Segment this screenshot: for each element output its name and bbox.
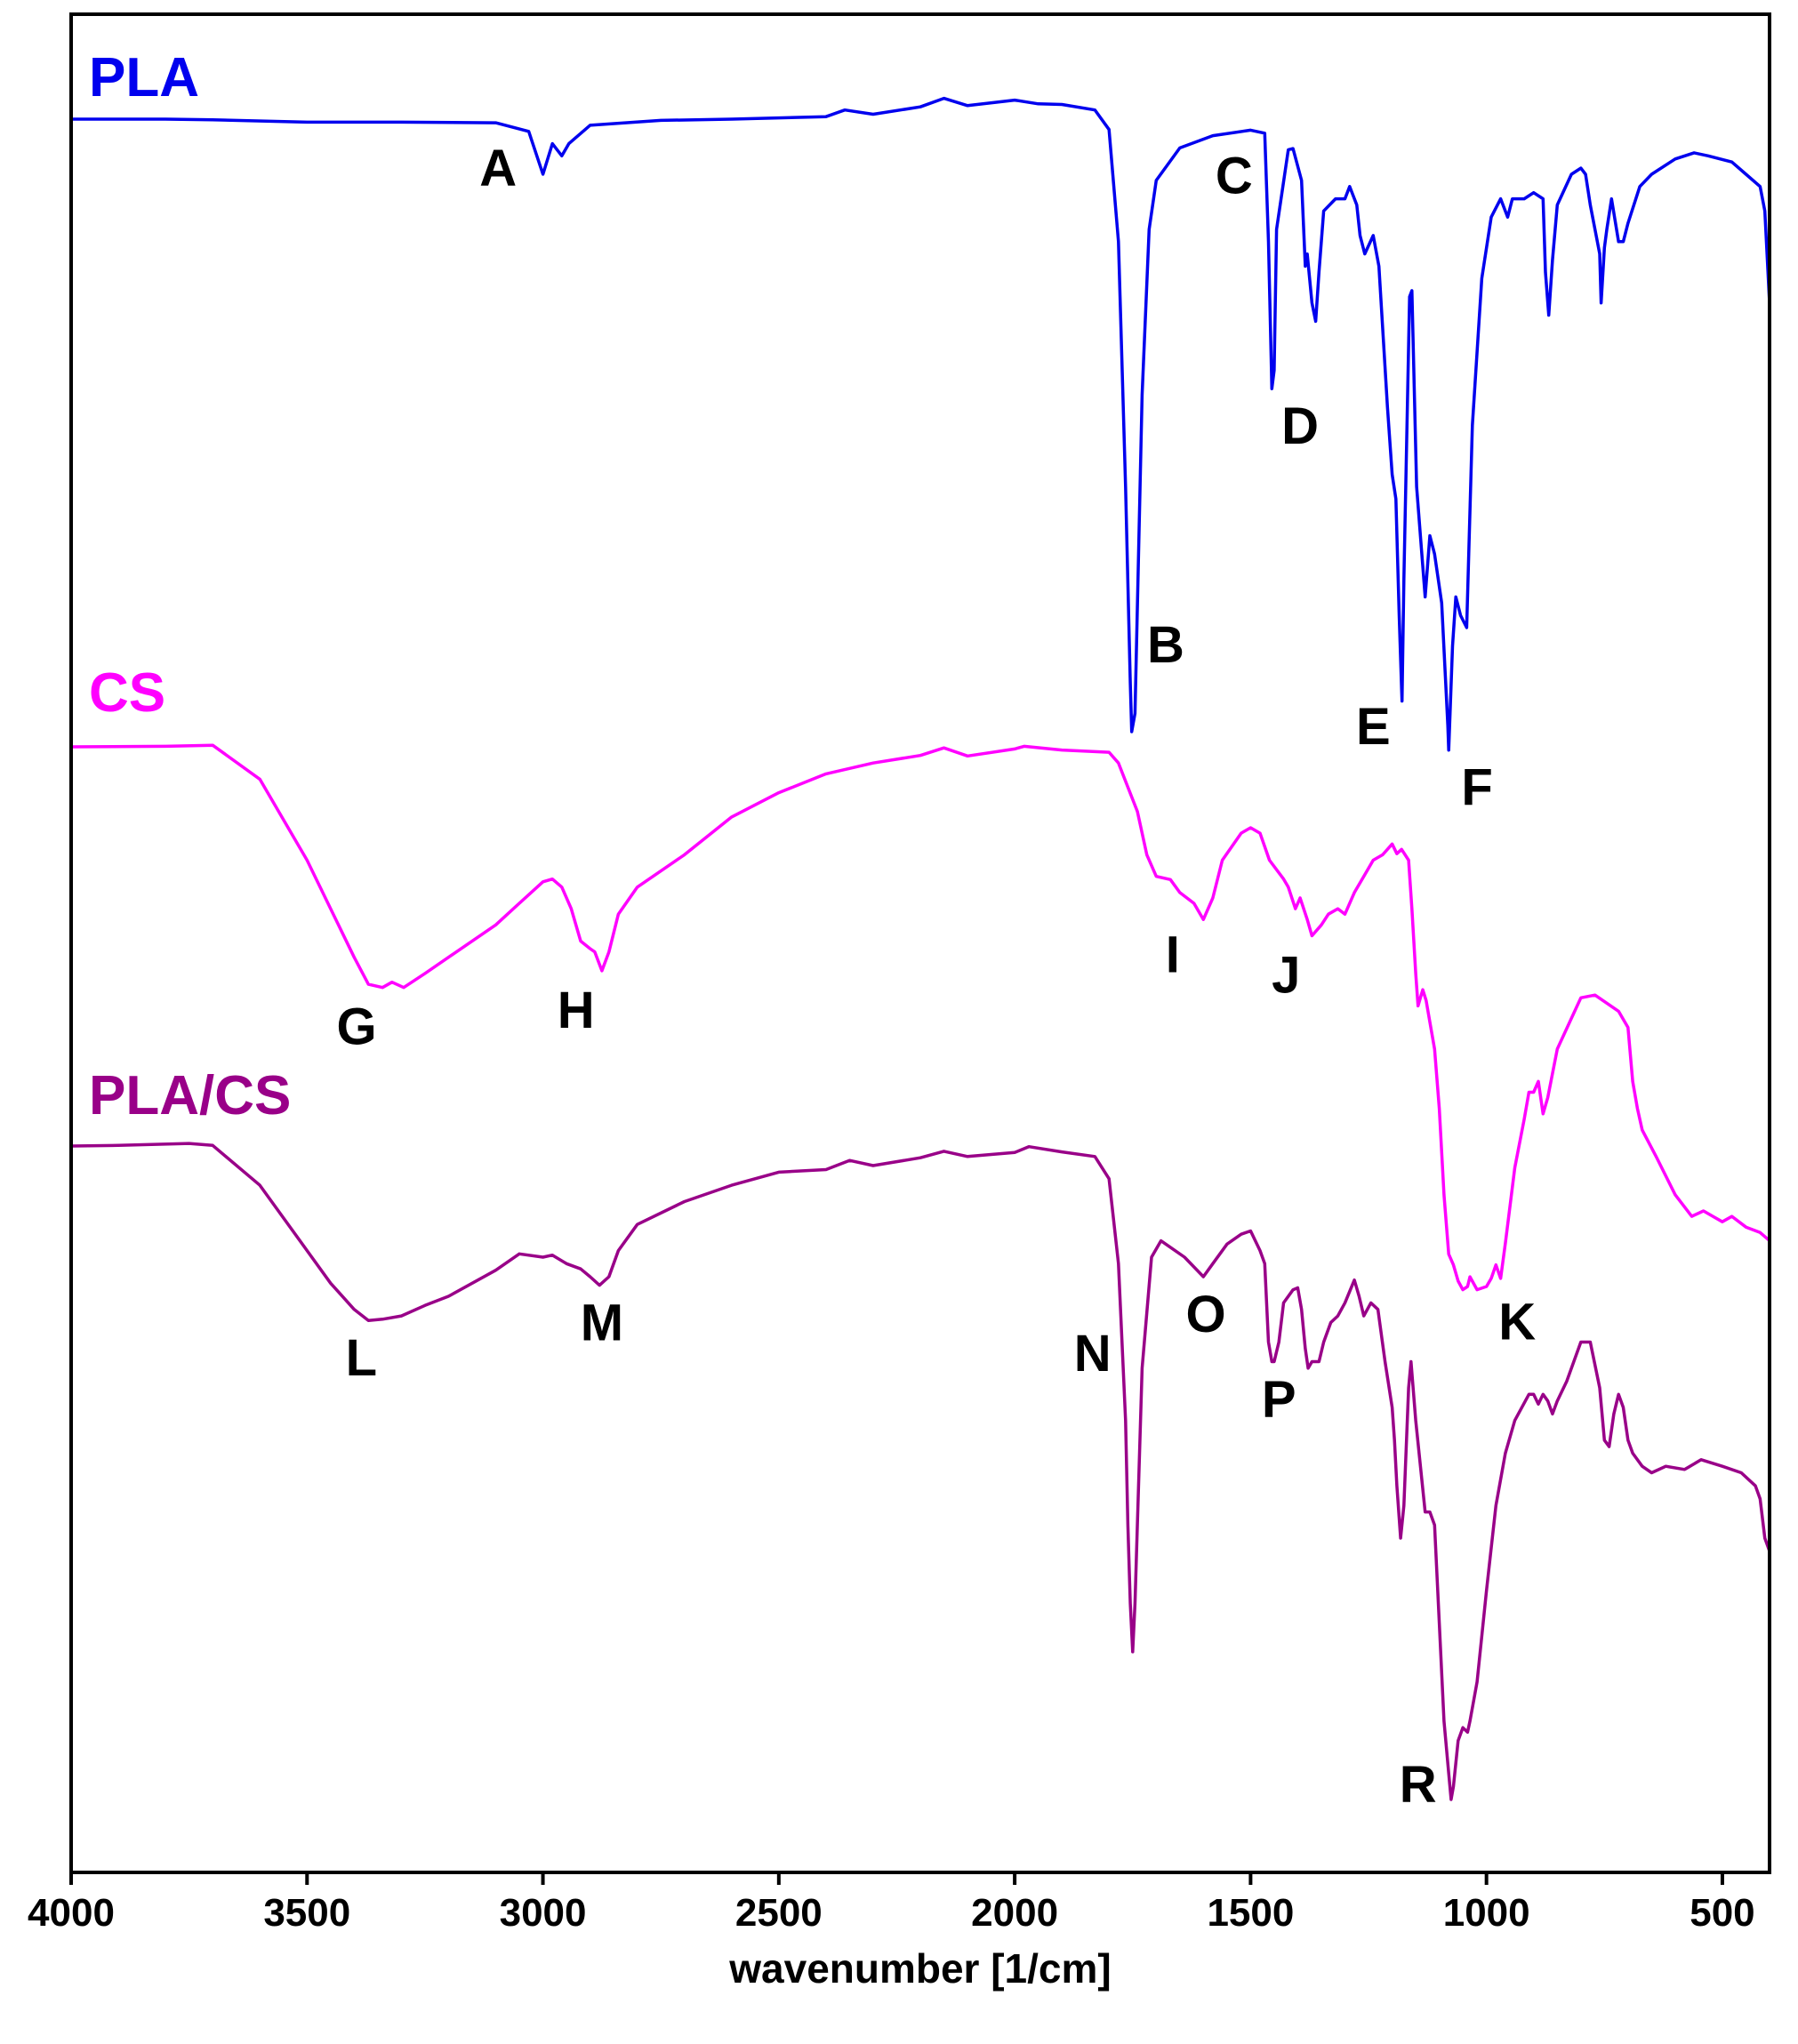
peak-label-b: B (1147, 616, 1184, 674)
x-axis-title: wavenumber [1/cm] (728, 1945, 1111, 1992)
peak-label-r: R (1400, 1756, 1437, 1814)
x-tick-label-500: 500 (1690, 1891, 1754, 1935)
x-tick-label-2500: 2500 (735, 1891, 823, 1935)
peak-label-h: H (558, 982, 595, 1039)
peak-label-f: F (1461, 759, 1492, 817)
x-tick-label-3000: 3000 (500, 1891, 587, 1935)
x-tick-label-1000: 1000 (1443, 1891, 1530, 1935)
peak-label-g: G (336, 998, 376, 1056)
peak-label-l: L (346, 1329, 377, 1387)
series-name-cs: CS (89, 662, 165, 724)
series-line-pla-cs (70, 1142, 1771, 1801)
peak-label-a: A (479, 140, 517, 197)
peak-label-d: D (1281, 397, 1319, 455)
peak-label-n: N (1074, 1325, 1112, 1383)
plot-frame (69, 12, 1771, 1874)
peak-label-c: C (1216, 148, 1253, 205)
peak-labels-layer: A B C D E F G H I J K L M N OP R (336, 140, 1536, 1814)
series-names-layer: PLA CS PLA/CS (89, 47, 291, 1126)
x-tick-label-1500: 1500 (1207, 1891, 1294, 1935)
peak-label-i: I (1166, 926, 1180, 984)
peak-label-e: E (1356, 698, 1391, 756)
x-tick-label-2000: 2000 (971, 1891, 1058, 1935)
peak-label-o: O (1185, 1286, 1225, 1343)
series-name-pla: PLA (89, 47, 199, 108)
x-tick-label-4000: 4000 (28, 1891, 115, 1935)
peak-label-k: K (1498, 1293, 1536, 1351)
series-layer (70, 96, 1771, 1801)
series-name-pla-cs: PLA/CS (89, 1065, 291, 1126)
x-axis-ticks: 4000 3500 3000 2500 2000 1500 1000 500 (28, 1872, 1755, 1935)
peak-label-p: P (1262, 1371, 1296, 1429)
peak-label-j: J (1272, 947, 1300, 1005)
peak-label-m: M (581, 1295, 623, 1352)
x-tick-label-3500: 3500 (263, 1891, 350, 1935)
series-line-cs (70, 743, 1771, 1292)
series-line-pla (71, 96, 1771, 752)
